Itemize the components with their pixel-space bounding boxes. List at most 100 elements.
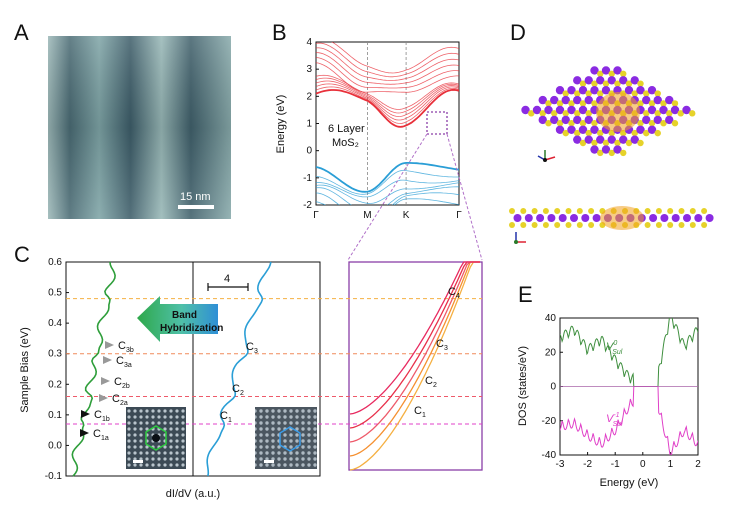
mo-atom	[624, 86, 634, 95]
conduction-band-line	[316, 80, 459, 118]
mo-atom	[619, 76, 628, 85]
mo-atom-side	[592, 214, 601, 222]
zoom-level-label: C4	[448, 286, 460, 300]
s-atom-side	[689, 222, 696, 228]
sts-ytick-label: -0.1	[45, 471, 63, 482]
conduction-band-line	[316, 86, 459, 124]
left-level-label: C3b	[118, 340, 134, 354]
panel-label-b: B	[272, 20, 287, 45]
mo-atom	[538, 115, 547, 125]
mo-atom	[550, 95, 559, 105]
mo-atom	[630, 76, 639, 85]
mo-atom-side	[683, 214, 691, 222]
s-atom	[556, 120, 564, 127]
sts-chart: 0.60.50.40.30.20.10.0-0.1 C3bC3aC2bC2aC1…	[19, 257, 483, 500]
s-atom	[602, 139, 610, 147]
scale-bar	[178, 205, 214, 209]
zoom-band-curve	[349, 261, 480, 471]
sts-ytick-label: 0.4	[48, 318, 62, 329]
mo-atom	[561, 95, 570, 105]
material-annotation: MoS₂	[332, 137, 359, 149]
kpoint-label: M	[363, 210, 371, 221]
s-atom	[556, 100, 564, 107]
zoom-band-curve	[349, 261, 480, 443]
mo-atom-side	[705, 214, 714, 222]
band-ytick-label: -2	[303, 200, 312, 211]
axis-triad-top	[537, 150, 556, 162]
mo-atom	[601, 145, 611, 154]
s-atom-side	[667, 222, 674, 228]
s-atom-side	[531, 208, 538, 214]
mo-atom	[573, 135, 582, 144]
mo-atom-side	[536, 214, 545, 222]
mo-atom	[584, 115, 593, 125]
panel-label-d: D	[510, 20, 526, 45]
inset-defect-dot	[152, 434, 160, 442]
s-atom	[643, 129, 650, 137]
dos-ytick-label: 40	[545, 313, 557, 324]
zoom-box	[426, 111, 448, 135]
mo-atom	[573, 95, 582, 105]
dos-xtick-label: -2	[583, 459, 592, 470]
s-atom-side	[588, 208, 595, 214]
dos-ytick-label: -40	[542, 450, 557, 461]
atomic-structure	[509, 66, 714, 230]
s-atom	[631, 129, 638, 137]
s-atom-side	[520, 222, 527, 228]
s-atom-side	[509, 208, 515, 214]
s-atom	[579, 100, 587, 107]
defect-charge-density	[596, 92, 640, 132]
zoom-level-label: C1	[414, 405, 426, 419]
s-atom-side	[655, 208, 662, 214]
mo-atom-side	[581, 214, 590, 222]
inset-scale-bar-2	[264, 460, 274, 463]
s-atom	[643, 110, 650, 117]
legend-down: V-1 Sul	[606, 412, 623, 428]
s-atom	[608, 149, 615, 157]
mo-atom	[665, 115, 674, 125]
level-pointer-triangle	[80, 429, 89, 437]
s-atom	[608, 70, 615, 77]
mo-atom	[544, 105, 553, 115]
level-pointer-triangle	[81, 410, 90, 418]
s-atom	[539, 110, 546, 117]
scale-bar-label: 15 nm	[180, 191, 211, 203]
mo-atom	[670, 105, 680, 115]
s-atom	[614, 139, 621, 147]
mo-atom	[584, 135, 593, 144]
s-atom	[568, 100, 575, 107]
dos-xtick-label: 2	[695, 459, 701, 470]
left-level-label: C3a	[116, 355, 132, 369]
s-atom	[528, 110, 535, 117]
green-dIdV-curve	[71, 261, 116, 477]
s-atom	[591, 120, 598, 127]
s-atom	[677, 110, 684, 117]
s-atom-side	[565, 208, 572, 214]
s-atom	[648, 100, 656, 107]
s-atom	[574, 129, 581, 137]
mo-atom	[555, 105, 565, 115]
mo-atom-side	[671, 214, 680, 222]
s-atom	[585, 110, 592, 117]
s-atom	[660, 100, 667, 107]
band-ytick-label: 0	[306, 146, 312, 157]
s-atom	[597, 149, 604, 157]
mo-atom-side	[524, 214, 533, 222]
sts-ylabel: Sample Bias (eV)	[19, 327, 31, 413]
s-atom	[614, 80, 621, 87]
mo-atom	[613, 145, 622, 154]
mid-level-label: C1	[220, 410, 232, 424]
band-ytick-label: 3	[306, 64, 312, 75]
band-ylabel: Energy (eV)	[275, 95, 287, 154]
s-atom	[620, 70, 627, 77]
mo-atom	[590, 66, 599, 75]
valence-band-line	[316, 179, 459, 198]
mo-atom-side	[570, 214, 578, 222]
s-atom	[631, 90, 638, 97]
mo-atom	[607, 76, 616, 85]
sts-ytick-label: 0.3	[48, 349, 62, 360]
mo-atom-side	[660, 214, 669, 222]
band-ytick-label: 4	[306, 37, 312, 48]
mo-atom	[567, 105, 576, 115]
